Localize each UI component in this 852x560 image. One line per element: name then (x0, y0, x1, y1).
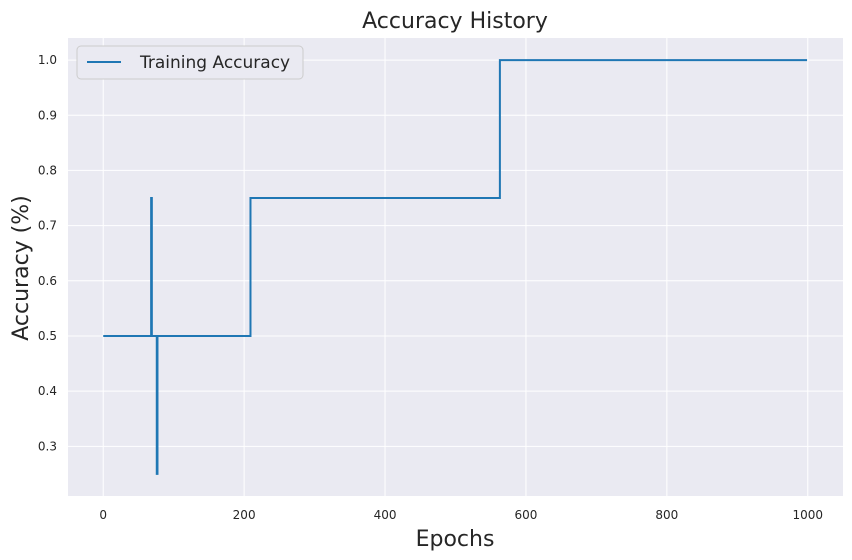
y-axis-label: Accuracy (%) (9, 195, 34, 341)
training-accuracy-line (103, 59, 808, 475)
y-tick-label: 0.5 (38, 329, 57, 343)
x-tick-label: 0 (99, 508, 107, 522)
chart-title: Accuracy History (362, 9, 548, 34)
series-layer (103, 59, 808, 475)
plot-background (68, 38, 843, 496)
y-tick-label: 0.8 (38, 163, 57, 177)
x-tick-label: 1000 (792, 508, 823, 522)
y-tick-label: 0.4 (38, 384, 57, 398)
tick-layer: 0 200 400 600 800 1000 0.3 0.4 0.5 0.6 0.7 0.8 0.9 1.… (38, 53, 823, 522)
x-tick-label: 400 (374, 508, 397, 522)
y-tick-label: 0.6 (38, 274, 57, 288)
legend-box (76, 45, 304, 80)
x-tick-label: 800 (655, 508, 678, 522)
y-tick-label: 0.7 (38, 219, 57, 233)
y-tick-label: 1.0 (38, 53, 57, 67)
x-axis-label: Epochs (416, 527, 495, 552)
x-tick-label: 200 (233, 508, 256, 522)
y-tick-label: 0.9 (38, 108, 57, 122)
legend: Training Accuracy (76, 45, 304, 80)
x-tick-label: 600 (515, 508, 538, 522)
y-tick-label: 0.3 (38, 439, 57, 453)
legend-label: Training Accuracy (139, 53, 290, 73)
